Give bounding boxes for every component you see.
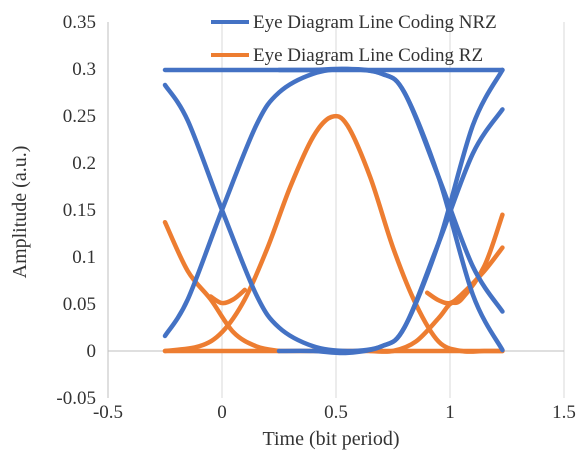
y-tick-label: 0.25 — [63, 106, 96, 127]
x-axis-title: Time (bit period) — [262, 428, 399, 450]
x-tick-label: 1.5 — [552, 402, 576, 423]
x-tick-labels: -0.5 0 0.5 1 1.5 — [93, 402, 576, 423]
y-tick-label: 0.15 — [63, 200, 96, 221]
x-tick-label: 1 — [445, 402, 455, 423]
series-trace — [162, 113, 505, 354]
series-trace — [208, 287, 248, 306]
y-tick-label: 0.3 — [72, 59, 96, 80]
y-tick-label: 0 — [87, 341, 97, 362]
y-tick-label: 0.05 — [63, 294, 96, 315]
y-tick-label: -0.05 — [56, 388, 96, 409]
series-trace — [276, 66, 505, 314]
x-tick-label: 0.5 — [324, 402, 348, 423]
legend-label: Eye Diagram Line Coding NRZ — [253, 12, 497, 33]
legend: Eye Diagram Line Coding NRZ Eye Diagram L… — [211, 12, 497, 66]
legend-label: Eye Diagram Line Coding RZ — [253, 45, 483, 66]
series-nrz — [162, 66, 505, 356]
x-tick-label: 0 — [217, 402, 227, 423]
y-tick-label: 0.35 — [63, 12, 96, 33]
y-tick-label: 0.1 — [72, 247, 96, 268]
y-axis-title: Amplitude (a.u.) — [9, 146, 31, 279]
y-tick-label: 0.2 — [72, 153, 96, 174]
series-trace — [162, 219, 282, 354]
series-layer — [162, 66, 505, 356]
series-trace — [276, 107, 505, 356]
series-trace — [424, 245, 505, 306]
x-tick-label: -0.5 — [93, 402, 123, 423]
y-tick-labels: -0.05 0 0.05 0.1 0.15 0.2 0.25 0.3 0.35 — [56, 12, 96, 409]
series-rz — [162, 113, 505, 354]
